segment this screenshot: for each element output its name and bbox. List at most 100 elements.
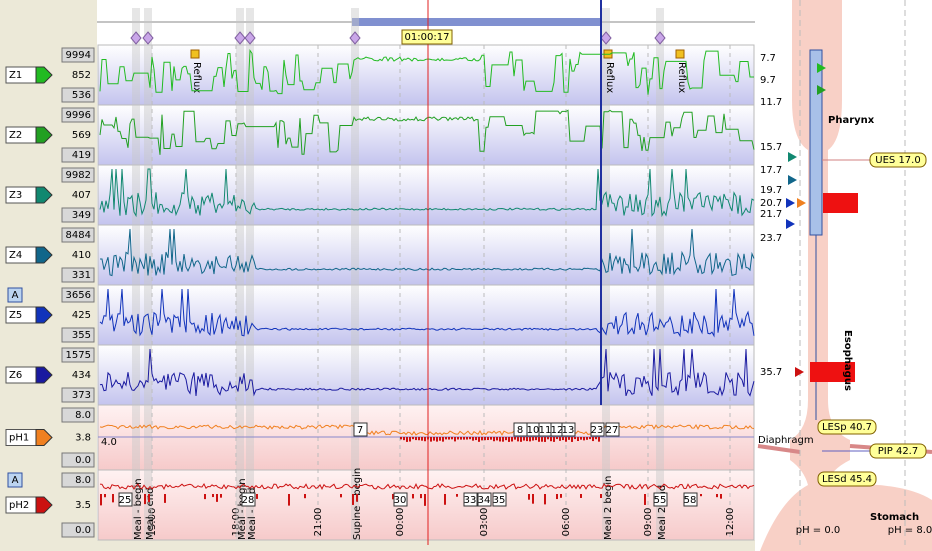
- acid-fill: [352, 494, 354, 505]
- acid-fill: [304, 494, 306, 498]
- reflux-label: Reflux: [676, 62, 687, 93]
- acid-fill: [420, 494, 422, 498]
- reflux-marker: [191, 50, 199, 58]
- time-label: 00:00: [395, 508, 406, 537]
- acid-fill: [556, 494, 558, 499]
- current-value: 425: [72, 310, 91, 321]
- acid-fill: [541, 437, 543, 442]
- channel-row: [98, 225, 754, 285]
- channel-name: Z3: [9, 190, 22, 201]
- auto-button-label: A: [12, 290, 19, 301]
- footer: [97, 540, 755, 551]
- acid-fill: [490, 437, 492, 440]
- acid-fill: [433, 437, 435, 441]
- acid-fill: [144, 494, 146, 504]
- acid-fill: [529, 437, 531, 441]
- channel-name: pH1: [9, 433, 29, 444]
- channel-name: pH2: [9, 500, 29, 511]
- acid-fill: [574, 437, 576, 439]
- min-value: 419: [72, 150, 91, 161]
- acid-fill: [544, 494, 546, 504]
- catheter: [810, 50, 822, 235]
- acid-fill: [421, 437, 423, 441]
- acid-fill: [444, 494, 446, 505]
- acid-fill: [508, 437, 510, 442]
- acid-fill: [644, 494, 646, 505]
- reflux-marker: [676, 50, 684, 58]
- acid-fill: [595, 437, 597, 439]
- acid-fill: [406, 437, 408, 442]
- episode-label: 30: [394, 495, 407, 506]
- max-value: 3656: [66, 290, 91, 301]
- current-value: 434: [72, 370, 91, 381]
- episode-label: 33: [464, 495, 477, 506]
- time-label: 06:00: [561, 508, 572, 537]
- acid-fill: [424, 437, 426, 441]
- acid-fill: [442, 437, 444, 442]
- sensor-position: 20.7: [760, 198, 782, 209]
- reflux-label: Reflux: [604, 62, 615, 93]
- episode-label: 27: [606, 425, 619, 436]
- region-label: Pharynx: [828, 115, 875, 126]
- sensor-position: 21.7: [760, 209, 782, 220]
- acid-fill: [460, 437, 462, 440]
- acid-fill: [415, 437, 417, 440]
- episode-label: 34: [478, 495, 491, 506]
- acid-fill: [562, 437, 564, 440]
- acid-fill: [457, 437, 459, 439]
- episode-label: 25: [119, 495, 132, 506]
- acid-fill: [565, 437, 567, 442]
- min-value: 373: [72, 390, 91, 401]
- acid-fill: [499, 437, 501, 441]
- acid-fill: [520, 437, 522, 442]
- acid-fill: [481, 437, 483, 440]
- ph-scale: pH = 8.0: [888, 525, 932, 536]
- acid-fill: [559, 437, 561, 441]
- marker-label: PIP 42.7: [878, 446, 918, 457]
- min-value: 0.0: [75, 525, 91, 536]
- event-label: Meal - end: [145, 488, 156, 541]
- region-label: Stomach: [870, 512, 919, 523]
- episode-label: 8: [517, 425, 523, 436]
- acid-fill: [535, 437, 537, 440]
- ph-scale: pH = 0.0: [796, 525, 841, 536]
- acid-fill: [484, 437, 486, 440]
- pH-impedance-viewer: 15:0018:0021:0000:0003:0006:0009:0012:00…: [0, 0, 932, 551]
- min-value: 349: [72, 210, 91, 221]
- episode-label: 28: [242, 495, 255, 506]
- channel-row: [98, 165, 754, 225]
- acid-fill: [700, 494, 702, 496]
- sensor-position: 19.7: [760, 185, 782, 196]
- diaphragm-label: Diaphragm: [758, 435, 814, 446]
- acid-fill: [220, 494, 222, 498]
- acid-fill: [412, 437, 414, 439]
- acid-fill: [598, 437, 600, 442]
- acid-fill: [571, 437, 573, 442]
- event-band: [246, 8, 254, 540]
- event-band: [351, 8, 359, 540]
- acid-fill: [511, 437, 513, 441]
- channel-name: Z4: [9, 250, 22, 261]
- sensor-position: 17.7: [760, 165, 782, 176]
- current-value: 407: [72, 190, 91, 201]
- max-value: 1575: [66, 350, 91, 361]
- acid-fill: [580, 494, 582, 498]
- current-value: 3.8: [75, 433, 91, 444]
- channel-name: Z6: [9, 370, 22, 381]
- acid-fill: [577, 437, 579, 441]
- time-label: 09:00: [643, 508, 654, 537]
- time-label: 21:00: [313, 508, 324, 537]
- sensor-position: 15.7: [760, 142, 782, 153]
- acid-fill: [475, 437, 477, 440]
- acid-fill: [580, 437, 582, 440]
- sensor-position: 11.7: [760, 97, 782, 108]
- acid-fill: [487, 437, 489, 440]
- current-value: 3.5: [75, 500, 91, 511]
- marker-label: UES 17.0: [875, 155, 920, 166]
- acid-fill: [556, 437, 558, 439]
- sensor-position: 7.7: [760, 53, 776, 64]
- acid-fill: [439, 437, 441, 441]
- acid-fill: [523, 437, 525, 441]
- acid-fill: [212, 494, 214, 497]
- channel-name: Z2: [9, 130, 22, 141]
